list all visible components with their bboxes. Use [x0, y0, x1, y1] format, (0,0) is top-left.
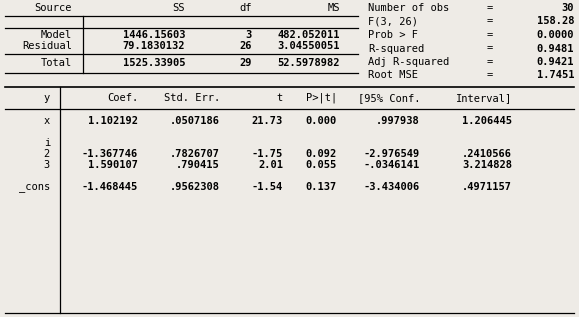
- Text: =: =: [487, 57, 493, 67]
- Text: 21.73: 21.73: [252, 116, 283, 126]
- Text: .790415: .790415: [176, 160, 220, 170]
- Text: 1.7451: 1.7451: [537, 70, 574, 81]
- Text: Number of obs: Number of obs: [368, 3, 449, 13]
- Text: -1.367746: -1.367746: [82, 149, 138, 159]
- Text: Coef.: Coef.: [107, 93, 138, 103]
- Text: .7826707: .7826707: [170, 149, 220, 159]
- Text: t: t: [277, 93, 283, 103]
- Text: =: =: [487, 70, 493, 81]
- Text: -.0346141: -.0346141: [364, 160, 420, 170]
- Text: 1446.15603: 1446.15603: [123, 30, 185, 40]
- Text: x: x: [44, 116, 50, 126]
- Text: F(3, 26): F(3, 26): [368, 16, 418, 27]
- Text: Interval]: Interval]: [456, 93, 512, 103]
- Text: -3.434006: -3.434006: [364, 182, 420, 192]
- Text: Total: Total: [41, 58, 72, 68]
- Text: =: =: [487, 30, 493, 40]
- Text: 158.28: 158.28: [537, 16, 574, 27]
- Text: 1.590107: 1.590107: [88, 160, 138, 170]
- Text: y: y: [44, 93, 50, 103]
- Text: 3.04550051: 3.04550051: [277, 41, 340, 51]
- Text: Std. Err.: Std. Err.: [164, 93, 220, 103]
- Text: -2.976549: -2.976549: [364, 149, 420, 159]
- Text: 30: 30: [562, 3, 574, 13]
- Text: 0.055: 0.055: [306, 160, 337, 170]
- Text: 0.9481: 0.9481: [537, 43, 574, 54]
- Text: .997938: .997938: [376, 116, 420, 126]
- Text: 0.092: 0.092: [306, 149, 337, 159]
- Text: .4971157: .4971157: [462, 182, 512, 192]
- Text: .2410566: .2410566: [462, 149, 512, 159]
- Text: =: =: [487, 43, 493, 54]
- Text: 0.0000: 0.0000: [537, 30, 574, 40]
- Text: Prob > F: Prob > F: [368, 30, 418, 40]
- Text: Model: Model: [41, 30, 72, 40]
- Text: 3.214828: 3.214828: [462, 160, 512, 170]
- Text: 0.137: 0.137: [306, 182, 337, 192]
- Text: 2: 2: [44, 149, 50, 159]
- Text: Source: Source: [35, 3, 72, 13]
- Text: .0507186: .0507186: [170, 116, 220, 126]
- Text: P>|t|: P>|t|: [306, 93, 337, 103]
- Text: 3: 3: [245, 30, 252, 40]
- Text: 1525.33905: 1525.33905: [123, 58, 185, 68]
- Text: i: i: [44, 138, 50, 148]
- Text: R-squared: R-squared: [368, 43, 424, 54]
- Text: 1.206445: 1.206445: [462, 116, 512, 126]
- Text: df: df: [240, 3, 252, 13]
- Text: 2.01: 2.01: [258, 160, 283, 170]
- Text: .9562308: .9562308: [170, 182, 220, 192]
- Text: 3: 3: [44, 160, 50, 170]
- Text: _cons: _cons: [19, 182, 50, 192]
- Text: Adj R-squared: Adj R-squared: [368, 57, 449, 67]
- Text: =: =: [487, 3, 493, 13]
- Text: MS: MS: [328, 3, 340, 13]
- Text: Root MSE: Root MSE: [368, 70, 418, 81]
- Text: 482.052011: 482.052011: [277, 30, 340, 40]
- Text: 0.000: 0.000: [306, 116, 337, 126]
- Text: -1.75: -1.75: [252, 149, 283, 159]
- Text: [95% Conf.: [95% Conf.: [357, 93, 420, 103]
- Text: -1.54: -1.54: [252, 182, 283, 192]
- Text: Residual: Residual: [22, 41, 72, 51]
- Text: SS: SS: [173, 3, 185, 13]
- Text: 52.5978982: 52.5978982: [277, 58, 340, 68]
- Text: 29: 29: [240, 58, 252, 68]
- Text: -1.468445: -1.468445: [82, 182, 138, 192]
- Text: 1.102192: 1.102192: [88, 116, 138, 126]
- Text: =: =: [487, 16, 493, 27]
- Text: 79.1830132: 79.1830132: [123, 41, 185, 51]
- Text: 0.9421: 0.9421: [537, 57, 574, 67]
- Text: 26: 26: [240, 41, 252, 51]
